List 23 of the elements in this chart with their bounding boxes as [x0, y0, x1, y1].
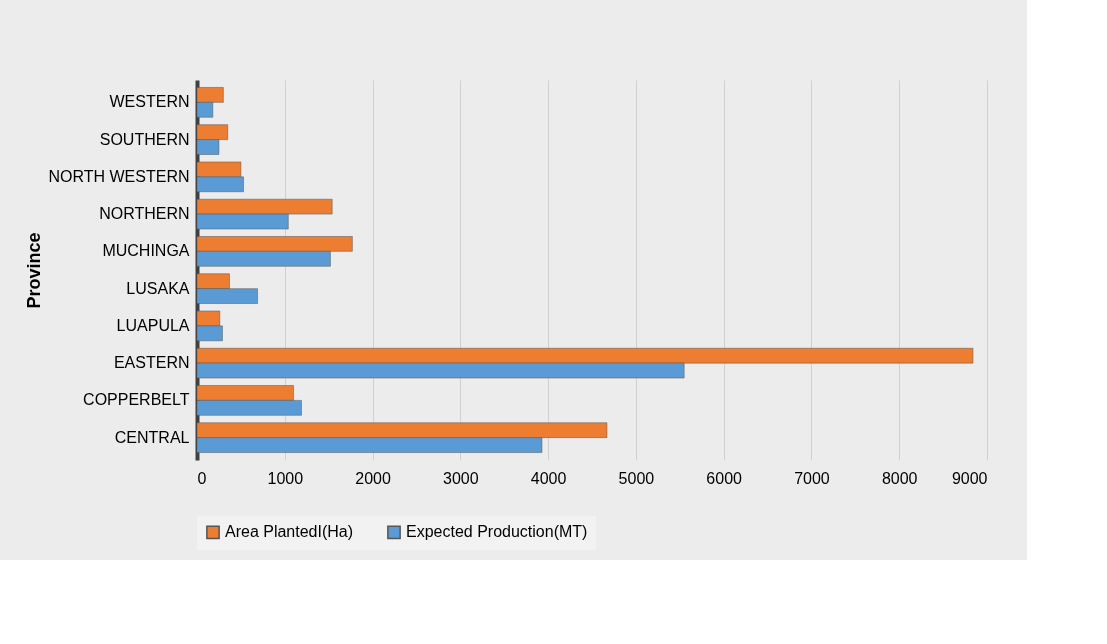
y-tick-label: EASTERN [113, 354, 190, 372]
x-tick-label: 3000 [443, 469, 479, 487]
x-tick-label: 8000 [881, 469, 918, 487]
x-tick-label: 2000 [355, 469, 391, 487]
x-tick-label: 5000 [618, 469, 655, 487]
x-tick-label: 6000 [706, 469, 743, 487]
y-tick-label: COPPERBELT [83, 391, 190, 409]
y-axis-title: Province [24, 232, 45, 309]
y-tick-label: LUSAKA [126, 279, 190, 297]
y-tick-label: CENTRAL [114, 428, 190, 446]
y-tick-label: SOUTHERN [99, 130, 190, 148]
y-tick-label: NORTHERN [99, 205, 190, 223]
y-tick-label: LUAPULA [116, 316, 190, 334]
x-tick-label: 7000 [794, 469, 830, 487]
x-tick-label: 0 [197, 469, 207, 487]
x-tick-label: 4000 [530, 469, 567, 487]
y-tick-label: NORTH WESTERN [48, 167, 190, 185]
x-tick-label: 1000 [267, 469, 304, 487]
y-tick-label: MUCHINGA [102, 242, 190, 260]
x-tick-label: 9000 [951, 469, 988, 487]
y-tick-label: WESTERN [109, 93, 190, 111]
legend-label: Expected Production(MT) [406, 523, 588, 541]
legend-label: Area PlantedI(Ha) [225, 523, 354, 541]
